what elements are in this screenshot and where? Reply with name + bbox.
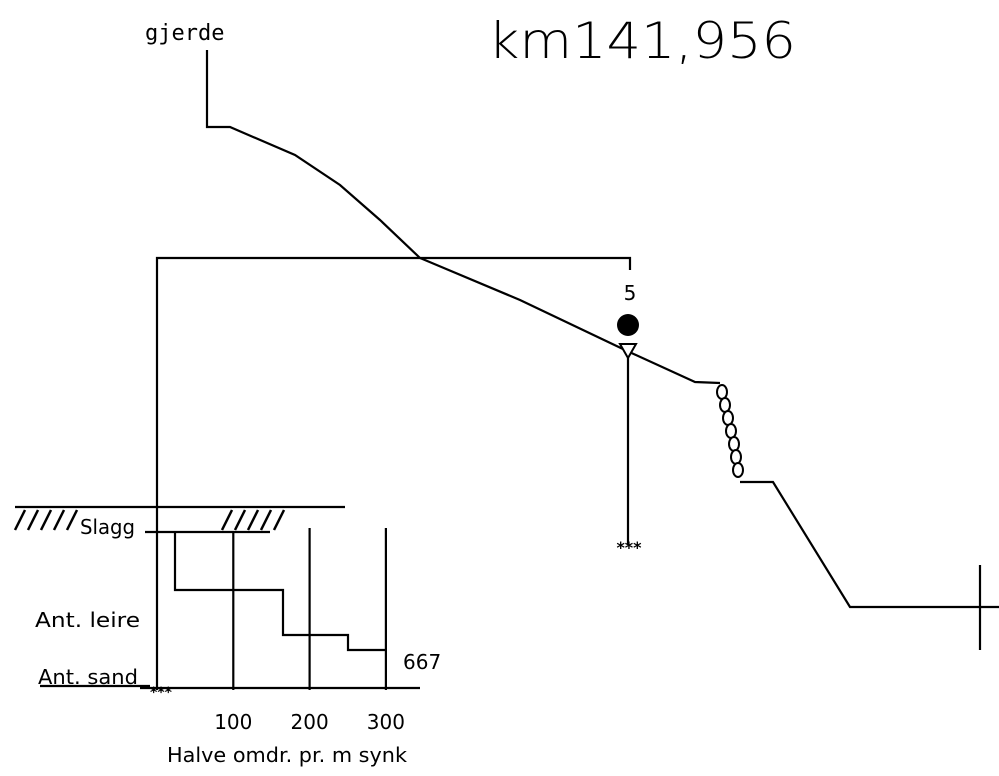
- end-value: 667: [403, 650, 441, 674]
- rock-symbol: ***: [150, 685, 173, 701]
- x-tick-label: 300: [367, 710, 405, 734]
- resistance-curve: [175, 532, 385, 650]
- hatching: [15, 510, 284, 530]
- layer-label: Ant. leire: [35, 608, 140, 632]
- drawing: gjerde km141,956 5 *** *** Slagg Ant. le…: [0, 0, 999, 776]
- x-axis-label: Halve omdr. pr. m synk: [167, 743, 407, 767]
- water-level: [620, 344, 636, 358]
- x-tick-label: 100: [214, 710, 252, 734]
- terrain-lower: [740, 482, 999, 607]
- reference-line: [157, 258, 630, 690]
- fence-label: gjerde: [145, 21, 224, 46]
- layer-label: Ant. sand: [38, 665, 138, 689]
- borehole-number: 5: [624, 281, 637, 305]
- terrain: [207, 50, 720, 383]
- rock-symbol: ***: [616, 538, 642, 557]
- station-label: km141,956: [488, 12, 796, 70]
- layer-label: Slagg: [80, 515, 135, 539]
- riprap: [717, 385, 743, 477]
- x-tick-label: 200: [291, 710, 329, 734]
- borehole-marker: [617, 314, 639, 336]
